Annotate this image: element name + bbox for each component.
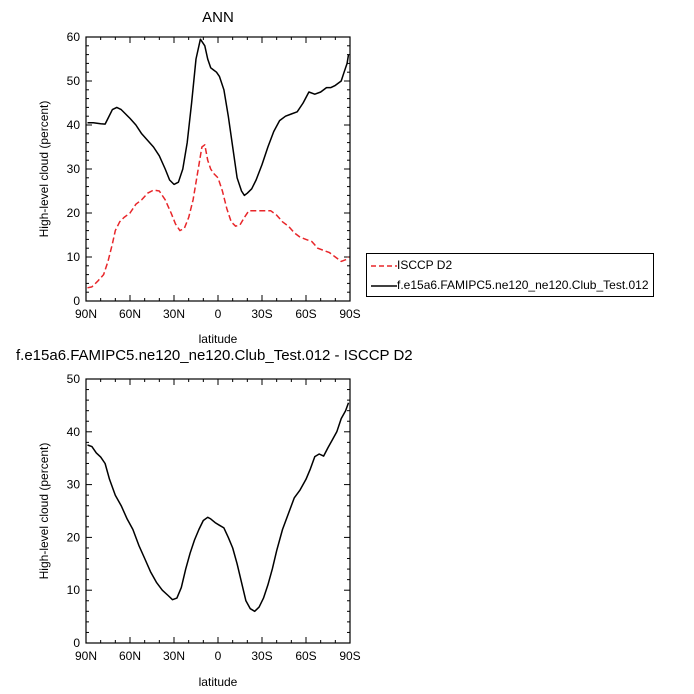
top-legend: ISCCP D2 f.e15a6.FAMIPC5.ne120_ne120.Clu… bbox=[366, 253, 654, 297]
y-tick-label: 60 bbox=[67, 30, 81, 44]
x-tick-label: 30S bbox=[251, 649, 272, 663]
y-tick-label: 50 bbox=[67, 74, 81, 88]
x-tick-label: 60S bbox=[295, 649, 316, 663]
bottom-panel: f.e15a6.FAMIPC5.ne120_ne120.Club_Test.01… bbox=[16, 347, 413, 689]
bottom-y-axis-label: High-level cloud (percent) bbox=[37, 443, 51, 580]
y-tick-label: 40 bbox=[67, 118, 81, 132]
x-tick-label: 0 bbox=[215, 307, 222, 321]
bottom-x-ticks: 90N 60N 30N 0 30S 60S 90S bbox=[75, 379, 361, 663]
series-line-solid bbox=[87, 402, 350, 613]
legend-item-isccp: ISCCP D2 bbox=[367, 256, 653, 276]
y-tick-label: 50 bbox=[67, 372, 81, 386]
x-tick-label: 60N bbox=[119, 649, 141, 663]
y-tick-label: 0 bbox=[73, 636, 80, 650]
legend-swatch-dashed-red bbox=[371, 265, 397, 267]
bottom-y-ticks: 0 10 20 30 40 50 bbox=[67, 372, 350, 650]
y-tick-label: 40 bbox=[67, 425, 81, 439]
top-x-axis-label: latitude bbox=[199, 332, 238, 346]
y-tick-label: 20 bbox=[67, 206, 81, 220]
top-panel: ANN High-level cloud (percent) latitude … bbox=[37, 9, 361, 346]
x-tick-label: 30N bbox=[163, 307, 185, 321]
top-x-ticks: 90N 60N 30N 0 30S 60S 90S bbox=[75, 37, 361, 321]
x-tick-label: 60S bbox=[295, 307, 316, 321]
series-line-dashed bbox=[87, 144, 350, 289]
series-line-solid bbox=[87, 38, 350, 197]
y-tick-label: 30 bbox=[67, 478, 81, 492]
top-plot-lines bbox=[87, 38, 350, 289]
legend-label-model: f.e15a6.FAMIPC5.ne120_ne120.Club_Test.01… bbox=[397, 278, 649, 292]
x-tick-label: 60N bbox=[119, 307, 141, 321]
top-y-axis-label: High-level cloud (percent) bbox=[37, 101, 51, 238]
x-tick-label: 90S bbox=[339, 307, 360, 321]
x-tick-label: 30N bbox=[163, 649, 185, 663]
y-tick-label: 0 bbox=[73, 294, 80, 308]
legend-label-isccp: ISCCP D2 bbox=[397, 258, 453, 272]
x-tick-label: 90N bbox=[75, 649, 97, 663]
x-tick-label: 0 bbox=[215, 649, 222, 663]
y-tick-label: 30 bbox=[67, 162, 81, 176]
legend-item-model: f.e15a6.FAMIPC5.ne120_ne120.Club_Test.01… bbox=[367, 276, 653, 296]
bottom-x-axis-label: latitude bbox=[199, 675, 238, 689]
bottom-chart-title: f.e15a6.FAMIPC5.ne120_ne120.Club_Test.01… bbox=[16, 347, 413, 364]
y-tick-label: 10 bbox=[67, 250, 81, 264]
top-chart-title: ANN bbox=[202, 9, 234, 26]
bottom-plot-frame bbox=[85, 378, 351, 644]
x-tick-label: 30S bbox=[251, 307, 272, 321]
legend-swatch-solid-black bbox=[371, 285, 397, 287]
top-y-ticks: 0 10 20 30 40 50 60 bbox=[67, 30, 350, 308]
x-tick-label: 90N bbox=[75, 307, 97, 321]
top-plot-frame bbox=[85, 36, 351, 302]
y-tick-label: 10 bbox=[67, 583, 81, 597]
x-tick-label: 90S bbox=[339, 649, 360, 663]
bottom-plot-lines bbox=[87, 402, 350, 613]
y-tick-label: 20 bbox=[67, 530, 81, 544]
